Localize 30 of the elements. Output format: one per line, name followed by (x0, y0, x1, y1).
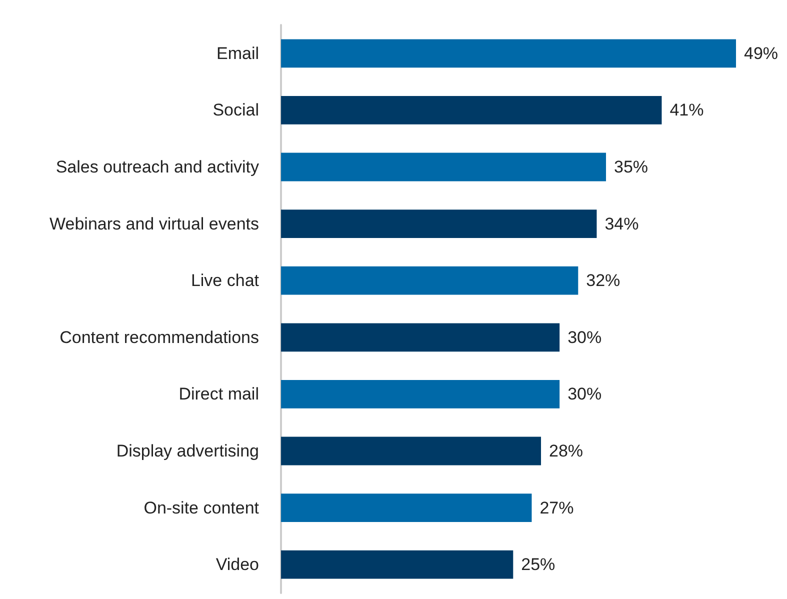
bar (281, 96, 662, 124)
y-tick-label: Direct mail (178, 384, 259, 404)
bar (281, 323, 560, 352)
data-label: 32% (586, 271, 620, 290)
data-label: 34% (604, 214, 639, 234)
data-label: 41% (670, 100, 704, 120)
y-tick-label: Sales outreach and activity (56, 158, 260, 176)
y-tick-label: Social (212, 100, 259, 120)
bar (281, 39, 736, 68)
bar (281, 550, 514, 579)
y-tick-label: Webinars and virtual events (50, 214, 259, 234)
bar (281, 152, 606, 182)
data-label: 27% (540, 498, 574, 518)
data-label: 49% (744, 44, 778, 63)
bar (281, 436, 541, 466)
bar (281, 210, 597, 238)
y-tick-label: Live chat (190, 271, 260, 290)
y-tick-label: Display advertising (116, 442, 259, 460)
bar (281, 380, 560, 408)
y-tick-label: Email (216, 44, 259, 63)
y-tick-label: On-site content (144, 498, 260, 518)
data-label: 35% (614, 158, 648, 176)
data-label: 28% (549, 442, 584, 460)
data-label: 30% (568, 328, 602, 347)
data-label: 25% (521, 555, 556, 574)
y-tick-label: Content recommendations (60, 328, 259, 347)
bar (281, 266, 578, 295)
y-tick-label: Video (216, 555, 259, 574)
bar (281, 494, 532, 522)
data-label: 30% (568, 384, 602, 404)
